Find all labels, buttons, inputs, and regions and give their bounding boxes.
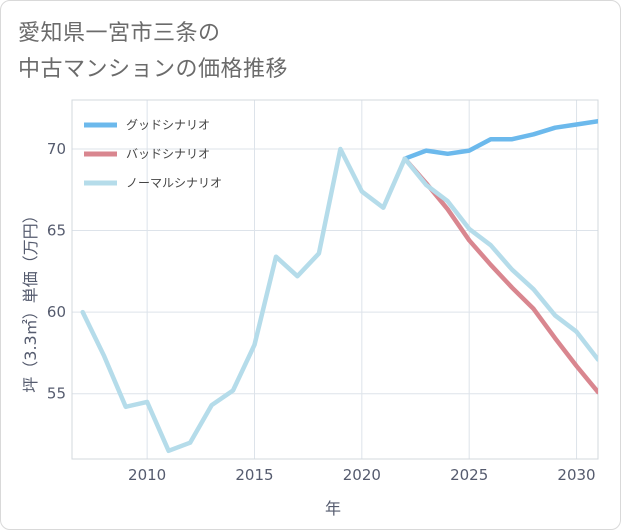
- y-axis-title: 坪（3.3㎡）単価（万円）: [21, 207, 40, 392]
- series-line-2: [402, 156, 598, 395]
- x-tick-label: 2015: [235, 466, 273, 484]
- x-tick-label: 2025: [450, 466, 488, 484]
- title-line-1: 愛知県一宮市三条の: [18, 21, 221, 46]
- legend-label: バッドシナリオ: [126, 147, 210, 161]
- plot-frame: [71, 99, 599, 460]
- title-line-2: 中古マンションの価格推移: [18, 57, 289, 82]
- series-line-1: [402, 118, 598, 161]
- x-axis-title: 年: [325, 499, 341, 518]
- y-tick-label: 65: [47, 222, 66, 240]
- series-line-3: [80, 146, 598, 454]
- x-tick-label: 2030: [557, 466, 595, 484]
- series-lines: [80, 118, 598, 454]
- x-tick-label: 2010: [128, 466, 166, 484]
- legend-label: グッドシナリオ: [126, 118, 210, 132]
- chart-title: 愛知県一宮市三条の 中古マンションの価格推移: [18, 16, 578, 88]
- legend-label: ノーマルシナリオ: [126, 176, 222, 190]
- x-tick-label: 2020: [343, 466, 381, 484]
- y-tick-label: 55: [47, 385, 66, 403]
- y-tick-label: 70: [47, 140, 66, 158]
- grid: [72, 100, 598, 459]
- y-tick-label: 60: [47, 303, 66, 321]
- tick-labels: 2010 2015 2020 2025 2030 55 60 65 70: [47, 140, 596, 484]
